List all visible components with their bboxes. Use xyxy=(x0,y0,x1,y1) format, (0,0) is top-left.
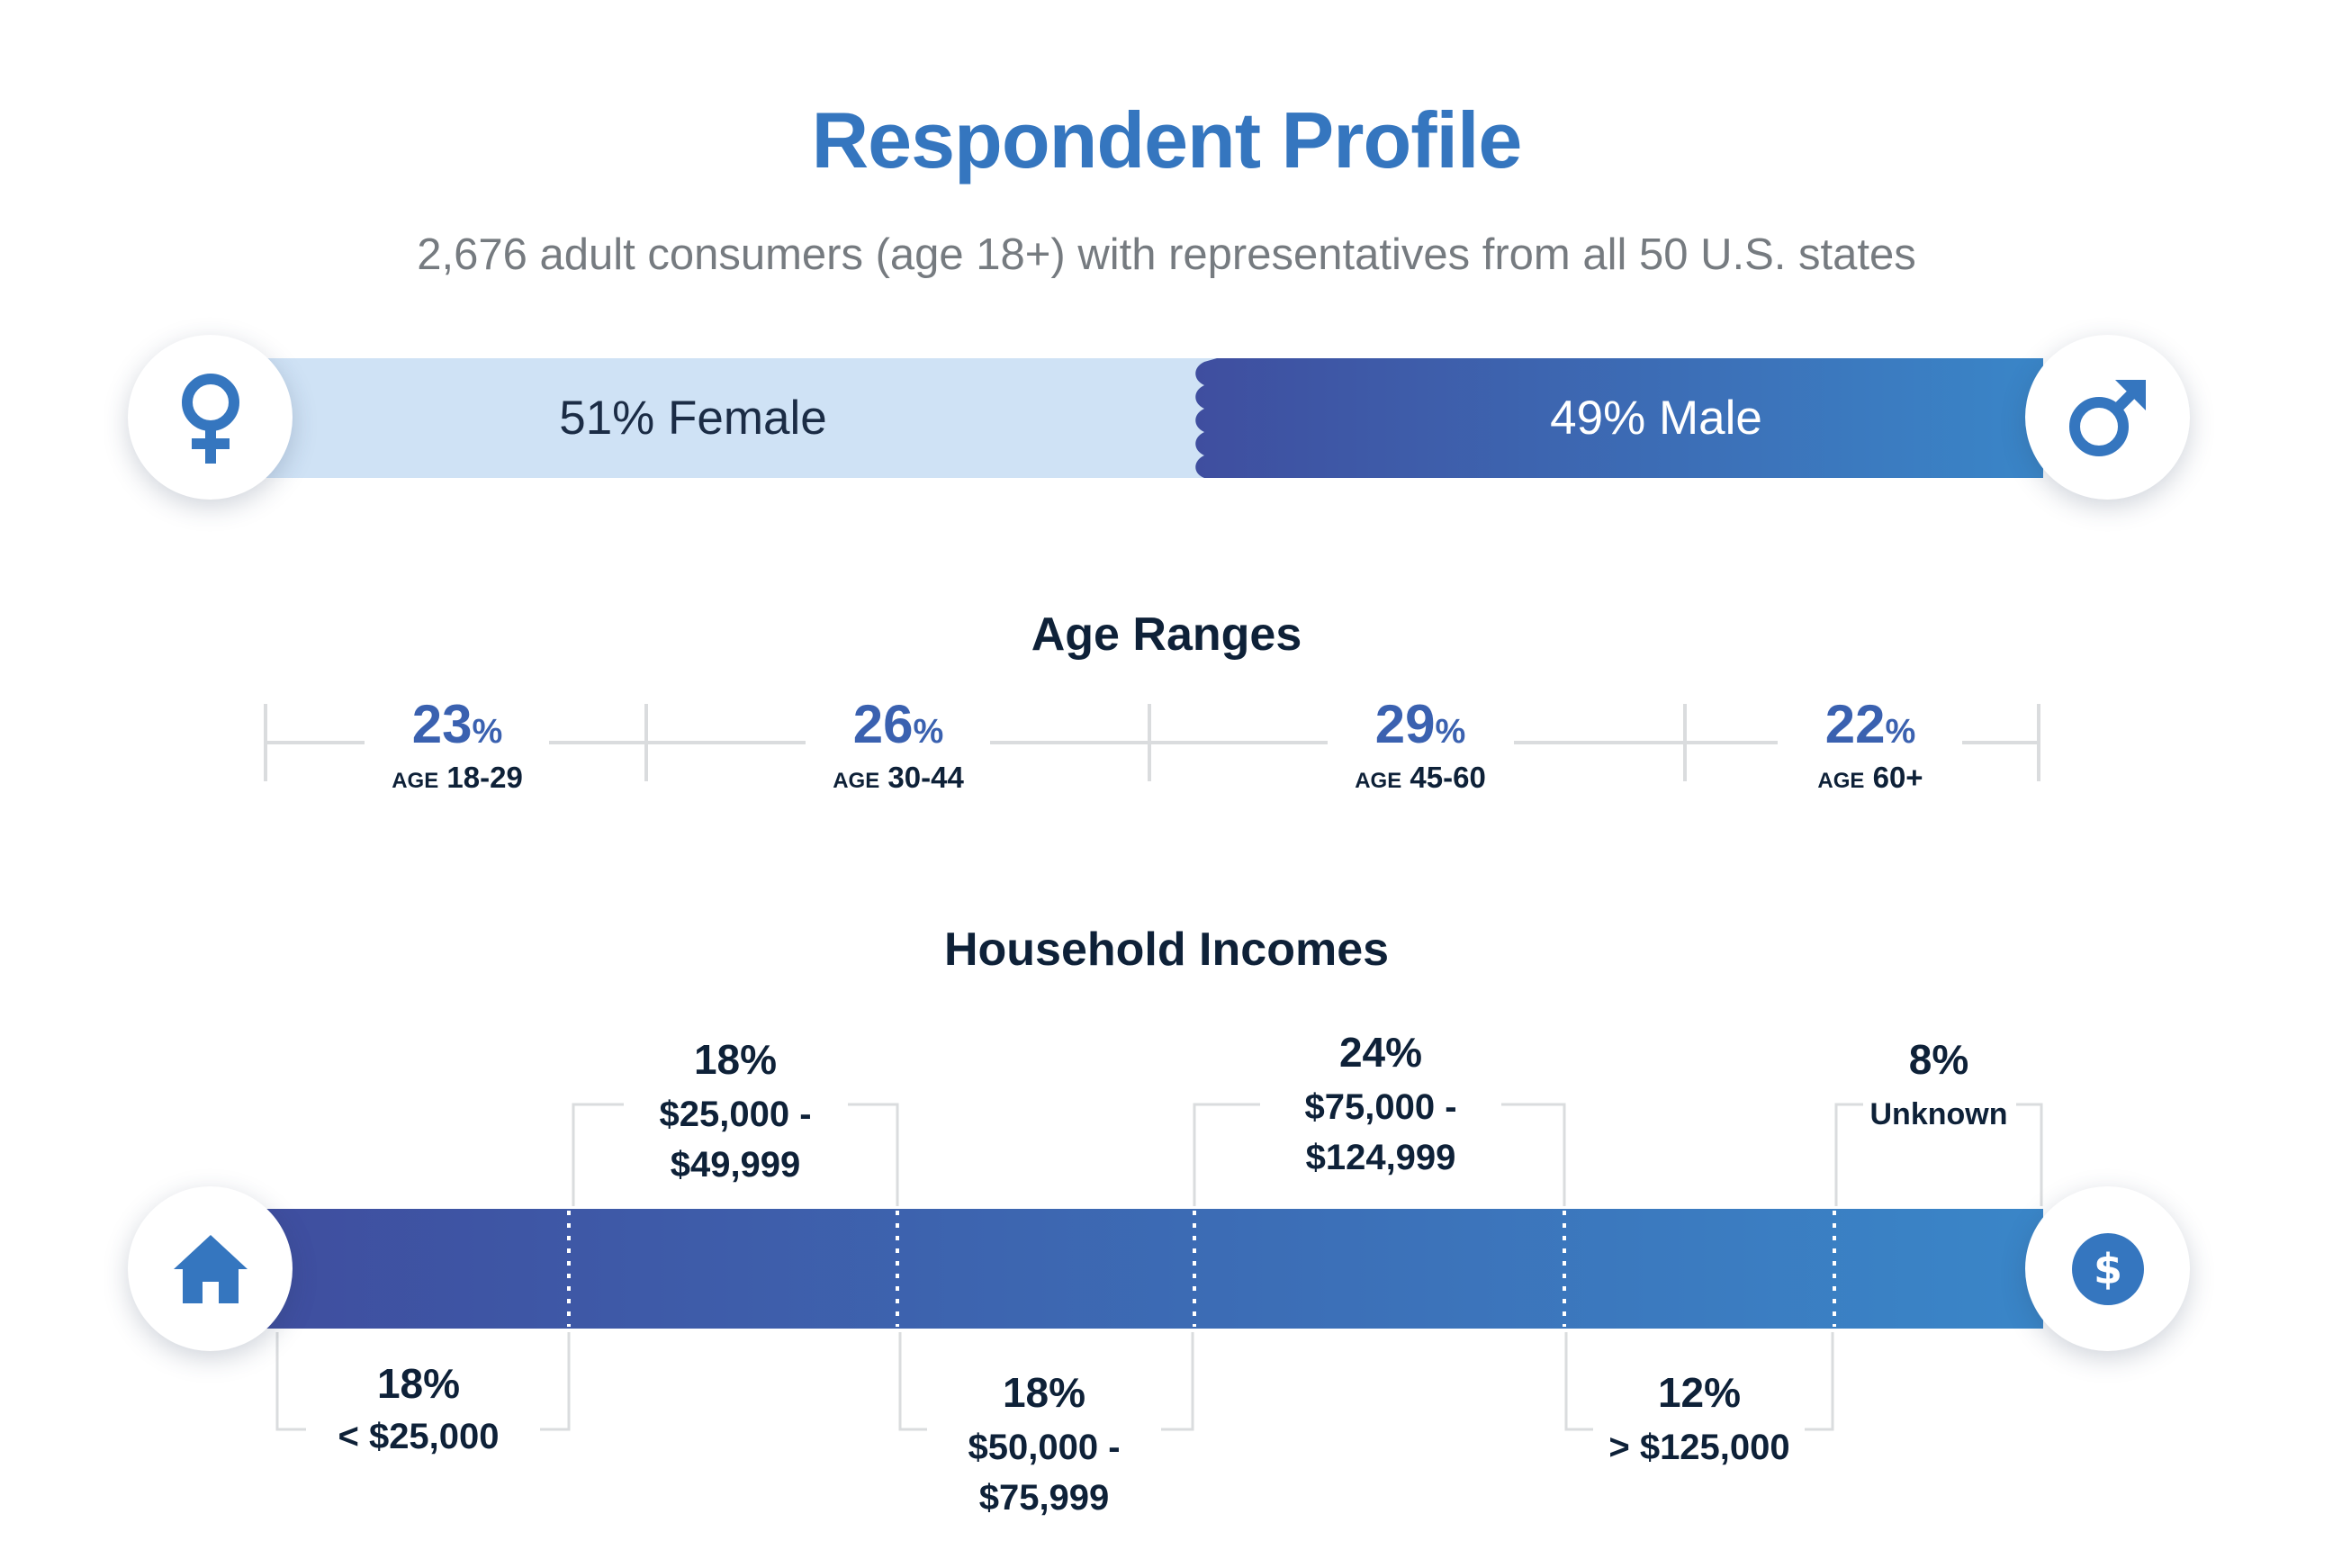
income-label-25k-50k-line1: $25,000 - xyxy=(659,1095,812,1134)
income-label-unknown: Unknown xyxy=(1869,1097,2008,1131)
gender-bar xyxy=(261,358,2043,478)
dollar-icon-badge: $ xyxy=(2025,1186,2190,1351)
age-label-60-plus: AGE 60+ xyxy=(1817,761,1923,794)
income-label-50k-75k-line1: $50,000 - xyxy=(968,1428,1121,1467)
income-label-over-125k: > $125,000 xyxy=(1608,1428,1790,1467)
income-pct-75k-125k: 24% xyxy=(1338,1029,1423,1076)
income-pct-under-25k: 18% xyxy=(376,1360,461,1407)
income-bar-fill xyxy=(261,1209,2043,1329)
female-icon-badge xyxy=(128,335,293,500)
male-label: 49% Male xyxy=(1550,392,1762,445)
male-icon xyxy=(2068,379,2146,456)
female-icon xyxy=(181,373,239,464)
house-icon-badge xyxy=(128,1186,293,1351)
household-incomes-heading: Household Incomes xyxy=(943,924,1390,976)
age-label-45-60: AGE 45-60 xyxy=(1355,761,1486,794)
page-subtitle: 2,676 adult consumers (age 18+) with rep… xyxy=(417,230,1916,279)
income-pct-unknown: 8% xyxy=(1908,1036,1969,1083)
male-segment xyxy=(1195,358,2043,478)
svg-text:$: $ xyxy=(2093,1245,2121,1293)
dollar-icon: $ xyxy=(2071,1232,2144,1305)
income-pct-50k-75k: 18% xyxy=(1002,1369,1086,1416)
age-label-18-29: AGE 18-29 xyxy=(392,761,523,794)
income-label-75k-125k-line1: $75,000 - xyxy=(1304,1087,1457,1127)
male-icon-badge xyxy=(2025,335,2190,500)
income-label-under-25k: < $25,000 xyxy=(338,1417,500,1456)
age-pct-60-plus: 22% xyxy=(1824,694,1916,754)
female-label: 51% Female xyxy=(559,392,827,445)
age-pct-30-44: 26% xyxy=(852,694,944,754)
age-pct-18-29: 23% xyxy=(411,694,503,754)
income-label-50k-75k-line2: $75,999 xyxy=(978,1478,1110,1518)
age-pct-45-60: 29% xyxy=(1374,694,1466,754)
page-title: Respondent Profile xyxy=(811,95,1523,185)
income-label-75k-125k-line2: $124,999 xyxy=(1305,1138,1456,1177)
house-icon xyxy=(173,1234,248,1303)
income-label-25k-50k-line2: $49,999 xyxy=(670,1145,801,1185)
income-pct-over-125k: 12% xyxy=(1657,1369,1742,1416)
age-label-30-44: AGE 30-44 xyxy=(833,761,964,794)
income-pct-25k-50k: 18% xyxy=(693,1036,778,1083)
age-ranges-heading: Age Ranges xyxy=(1031,608,1302,661)
